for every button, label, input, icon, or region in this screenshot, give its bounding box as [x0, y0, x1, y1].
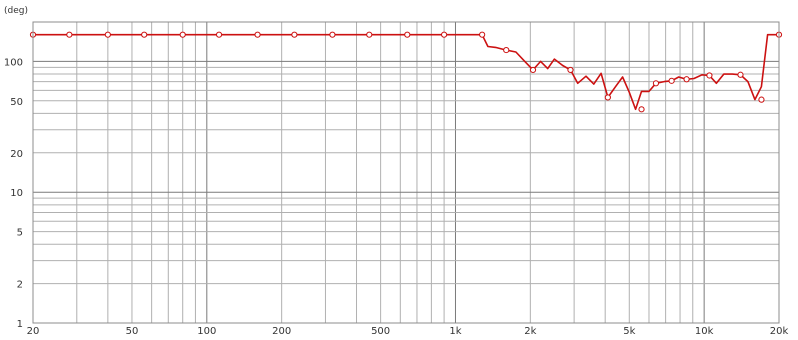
data-point-marker	[254, 31, 261, 38]
x-tick-label: 5k	[623, 326, 635, 337]
series-layer	[33, 33, 779, 111]
x-tick-label: 100	[197, 326, 216, 337]
y-tick-label: 1	[17, 319, 23, 330]
data-point-marker	[329, 31, 336, 38]
x-tick-label: 50	[126, 326, 139, 337]
data-point-marker	[668, 77, 675, 84]
grid	[33, 22, 779, 323]
data-point-marker	[479, 31, 486, 38]
y-tick-label: 50	[10, 97, 23, 108]
data-point-marker	[737, 71, 744, 78]
data-point-marker	[706, 72, 713, 79]
data-point-marker	[141, 31, 148, 38]
data-point-marker	[604, 94, 611, 101]
data-point-marker	[104, 31, 111, 38]
y-axis-ticks: 1 2 5 10 20 50 100	[4, 57, 23, 330]
x-tick-label: 1k	[449, 326, 461, 337]
data-point-marker	[66, 31, 73, 38]
x-tick-label: 2k	[524, 326, 536, 337]
y-tick-label: 2	[17, 280, 23, 291]
data-point-marker	[683, 76, 690, 83]
x-tick-label: 20k	[770, 326, 789, 337]
x-tick-label: 10k	[695, 326, 714, 337]
x-tick-label: 500	[371, 326, 390, 337]
data-point-marker	[758, 96, 765, 103]
data-point-marker	[291, 31, 298, 38]
data-point-marker	[529, 66, 537, 74]
data-point-marker	[652, 80, 660, 87]
y-axis-unit-label: (deg)	[4, 6, 28, 16]
series-line	[33, 33, 779, 111]
data-point-marker	[179, 31, 186, 38]
data-point-marker	[215, 31, 223, 38]
y-tick-label: 100	[4, 57, 23, 68]
data-point-marker	[440, 31, 448, 38]
markers-layer	[29, 31, 783, 113]
plot-frame	[32, 21, 780, 324]
data-point-marker	[567, 66, 574, 74]
plot-background	[33, 22, 779, 323]
data-point-marker	[366, 31, 373, 38]
x-axis-ticks: 20 50 100 200 500 1k 2k 5k 10k 20k	[27, 326, 789, 337]
y-tick-label: 10	[10, 188, 23, 199]
data-point-marker	[404, 31, 411, 38]
data-point-marker	[638, 106, 645, 113]
y-tick-label: 5	[17, 228, 23, 239]
x-tick-label: 200	[272, 326, 291, 337]
x-tick-label: 20	[27, 326, 40, 337]
y-tick-label: 20	[10, 149, 23, 160]
data-point-marker	[503, 46, 510, 54]
